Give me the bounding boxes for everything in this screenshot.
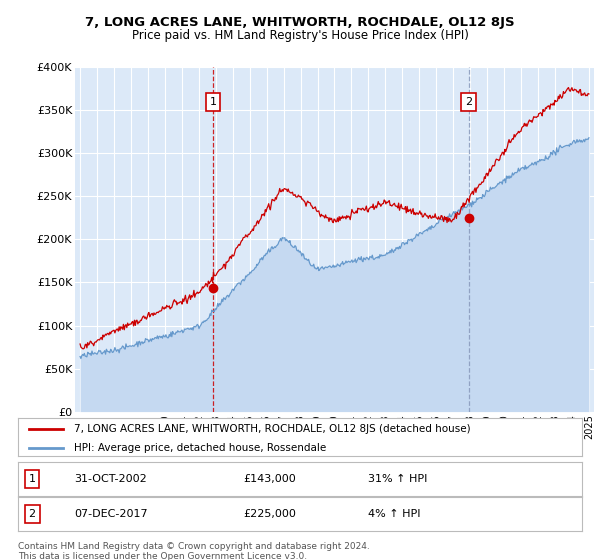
Text: £225,000: £225,000 [244,509,296,519]
Text: 7, LONG ACRES LANE, WHITWORTH, ROCHDALE, OL12 8JS (detached house): 7, LONG ACRES LANE, WHITWORTH, ROCHDALE,… [74,423,471,433]
Text: Contains HM Land Registry data © Crown copyright and database right 2024.
This d: Contains HM Land Registry data © Crown c… [18,542,370,560]
Text: 4% ↑ HPI: 4% ↑ HPI [368,509,420,519]
Text: HPI: Average price, detached house, Rossendale: HPI: Average price, detached house, Ross… [74,443,326,453]
Text: 7, LONG ACRES LANE, WHITWORTH, ROCHDALE, OL12 8JS: 7, LONG ACRES LANE, WHITWORTH, ROCHDALE,… [85,16,515,29]
Text: Price paid vs. HM Land Registry's House Price Index (HPI): Price paid vs. HM Land Registry's House … [131,29,469,42]
Text: 1: 1 [209,97,217,106]
Text: 31-OCT-2002: 31-OCT-2002 [74,474,147,484]
Text: 31% ↑ HPI: 31% ↑ HPI [368,474,427,484]
Text: 2: 2 [465,97,472,106]
Text: 1: 1 [29,474,35,484]
Text: 2: 2 [29,509,35,519]
Text: £143,000: £143,000 [244,474,296,484]
Text: 07-DEC-2017: 07-DEC-2017 [74,509,148,519]
